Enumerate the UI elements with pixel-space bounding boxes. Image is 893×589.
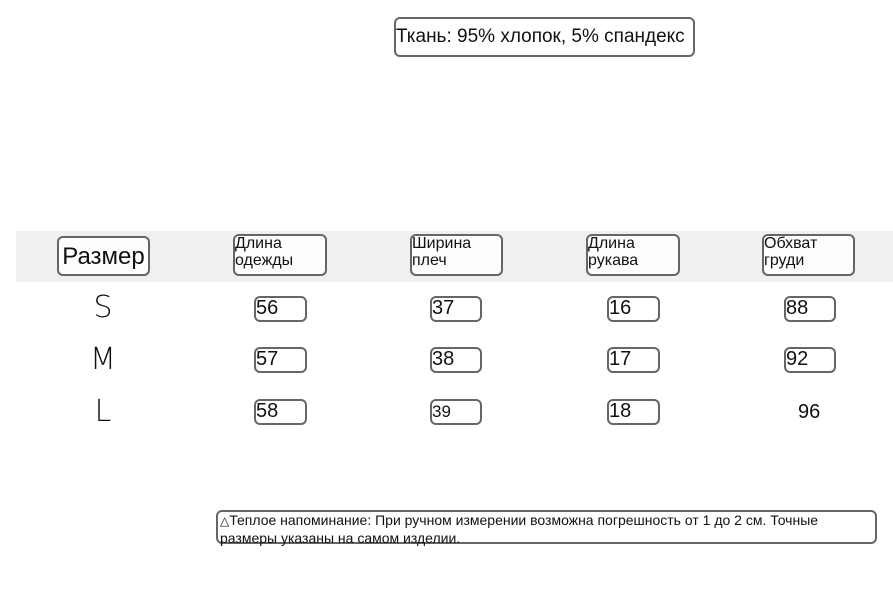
header-size: Размер: [57, 236, 150, 276]
warm-reminder-note: △Теплое напоминание: При ручном измерени…: [216, 510, 877, 546]
fabric-label: Ткань: 95% хлопок, 5% спандекс: [394, 17, 695, 57]
cell: 96: [798, 401, 821, 423]
cell: 37: [430, 296, 482, 322]
cell: 88: [784, 296, 836, 322]
cell: 92: [784, 347, 836, 373]
cell: 16: [607, 296, 660, 322]
cell: 58: [254, 399, 307, 425]
size-s: S: [93, 290, 113, 325]
header-chest: Обхват груди: [762, 234, 855, 276]
cell: 39: [430, 399, 482, 425]
header-length: Длина одежды: [233, 234, 327, 276]
note-text: Теплое напоминание: При ручном измерении…: [220, 512, 819, 546]
size-l: L: [94, 394, 112, 429]
header-sleeve: Длина рукава: [586, 234, 680, 276]
header-shoulder: Ширина плеч: [410, 234, 503, 276]
cell: 57: [254, 347, 307, 373]
cell: 56: [254, 296, 307, 322]
size-m: M: [90, 342, 116, 377]
cell: 38: [430, 347, 482, 373]
cell: 17: [607, 347, 660, 373]
cell: 18: [607, 399, 660, 425]
triangle-warning-icon: △: [220, 514, 230, 528]
